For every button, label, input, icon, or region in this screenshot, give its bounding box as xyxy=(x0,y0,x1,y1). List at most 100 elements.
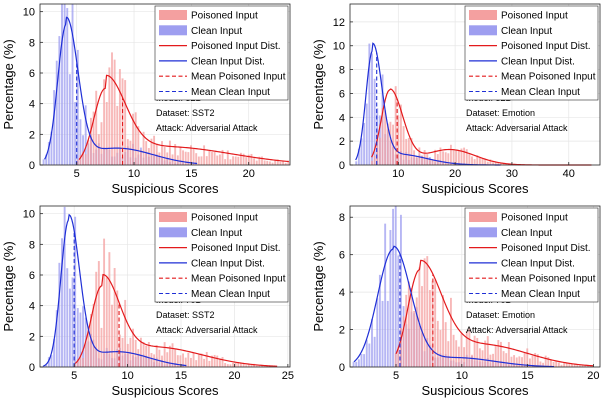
poisoned-input-bar xyxy=(200,353,203,367)
poisoned-input-bar xyxy=(190,145,192,165)
legend-label: Poisoned Input xyxy=(191,11,258,22)
axes-frame xyxy=(349,3,601,166)
poisoned-input-bar xyxy=(439,147,442,165)
poisoned-input-bar xyxy=(221,357,224,367)
poisoned-input-bar xyxy=(452,150,455,165)
poisoned-input-bar xyxy=(182,353,184,367)
poisoned-input-bar xyxy=(105,277,108,367)
clean-input-bar xyxy=(373,78,376,165)
legend-poisoned-swatch xyxy=(159,10,187,20)
poisoned-input-bar xyxy=(457,346,460,367)
poisoned-input-bar xyxy=(242,153,245,165)
poisoned-input-bar xyxy=(184,151,187,165)
clean-input-bar xyxy=(368,43,371,165)
poisoned-input-bar xyxy=(205,156,208,165)
poisoned-input-bar xyxy=(134,339,137,367)
clean-input-bar xyxy=(352,361,355,367)
poisoned-input-bar xyxy=(182,150,184,165)
clean-input-bar xyxy=(55,310,58,367)
poisoned-input-bar xyxy=(247,363,250,367)
poisoned-input-bar xyxy=(476,155,479,165)
y-axis-label: Percentage (%) xyxy=(311,241,326,331)
poisoned-input-bar xyxy=(544,355,547,367)
clean-input-bar xyxy=(76,49,79,165)
poisoned-input-bar xyxy=(82,151,84,165)
poisoned-input-bar xyxy=(434,149,437,165)
y-tick-label: 6 xyxy=(339,88,345,100)
legend-label: Poisoned Input Dist. xyxy=(191,41,281,52)
poisoned-input-bar xyxy=(287,160,290,165)
clean-input-bar xyxy=(47,142,50,165)
poisoned-input-bar xyxy=(176,355,179,367)
poisoned-input-bar xyxy=(436,320,439,367)
poisoned-input-bar xyxy=(213,354,216,367)
poisoned-input-bar xyxy=(378,137,381,165)
y-tick-label: 6 xyxy=(29,68,35,80)
poisoned-input-bar xyxy=(523,353,526,367)
poisoned-input-bar xyxy=(192,352,195,367)
clean-input-bar xyxy=(365,339,368,367)
poisoned-input-bar xyxy=(90,314,92,367)
poisoned-input-bar xyxy=(547,357,550,367)
poisoned-input-bar xyxy=(187,352,190,367)
poisoned-input-bar xyxy=(237,362,240,367)
x-axis-label: Suspicious Scores xyxy=(422,181,529,196)
poisoned-input-bar xyxy=(245,157,248,165)
clean-input-bar xyxy=(368,343,371,367)
poisoned-input-bar xyxy=(113,59,116,165)
poisoned-input-bar xyxy=(534,352,537,367)
poisoned-input-bar xyxy=(415,297,418,367)
clean-input-dist-line xyxy=(44,16,198,165)
poisoned-input-bar xyxy=(179,146,182,165)
poisoned-input-bar xyxy=(557,362,560,367)
y-tick-label: 4 xyxy=(339,112,345,124)
poisoned-input-bar xyxy=(168,345,171,367)
x-tick-label: 10 xyxy=(456,370,468,382)
x-tick-label: 5 xyxy=(71,370,77,382)
poisoned-input-bar xyxy=(444,152,447,165)
poisoned-input-bar xyxy=(410,138,413,165)
poisoned-input-bar xyxy=(116,105,119,165)
info-text: Attack: Adversarial Attack xyxy=(156,123,258,133)
legend-box xyxy=(464,5,599,101)
legend-label: Clean Input xyxy=(501,228,552,239)
x-tick-label: 15 xyxy=(175,370,187,382)
poisoned-input-bar xyxy=(478,348,481,367)
poisoned-input-bar xyxy=(124,80,127,165)
legend-label: Mean Clean Input xyxy=(191,289,270,300)
y-axis-label: Percentage (%) xyxy=(1,241,16,331)
poisoned-input-bar xyxy=(218,359,221,367)
legend-label: Poisoned Input Dist. xyxy=(191,243,281,254)
clean-input-bar xyxy=(55,60,58,165)
poisoned-input-bar xyxy=(208,360,211,367)
poisoned-input-bar xyxy=(84,342,87,367)
poisoned-input-bar xyxy=(255,160,258,165)
clean-input-bar xyxy=(66,268,69,367)
poisoned-input-bar xyxy=(484,340,487,367)
poisoned-input-bar xyxy=(195,360,198,367)
legend-box xyxy=(154,207,289,303)
poisoned-input-bar xyxy=(87,139,90,165)
y-tick-label: 8 xyxy=(339,65,345,77)
poisoned-input-bar xyxy=(76,159,79,165)
poisoned-input-bar xyxy=(263,365,266,367)
y-tick-label: 12 xyxy=(333,17,345,29)
poisoned-input-bar xyxy=(460,148,463,165)
poisoned-input-bar xyxy=(266,160,269,165)
poisoned-input-bar xyxy=(465,149,468,165)
poisoned-input-bar xyxy=(255,365,258,367)
poisoned-input-bar xyxy=(253,158,256,165)
poisoned-input-bar xyxy=(402,126,405,165)
poisoned-input-bar xyxy=(234,362,237,367)
clean-input-bar xyxy=(71,4,74,165)
y-tick-label: 8 xyxy=(29,37,35,49)
clean-input-bar xyxy=(63,4,66,165)
clean-input-bar xyxy=(400,214,402,367)
poisoned-input-bar xyxy=(471,354,473,367)
poisoned-input-bar xyxy=(103,79,106,165)
poisoned-input-bar xyxy=(407,281,410,367)
poisoned-input-bar xyxy=(410,288,413,367)
x-tick-label: 10 xyxy=(121,370,133,382)
poisoned-input-bar xyxy=(394,86,397,165)
poisoned-input-bar xyxy=(389,121,392,165)
